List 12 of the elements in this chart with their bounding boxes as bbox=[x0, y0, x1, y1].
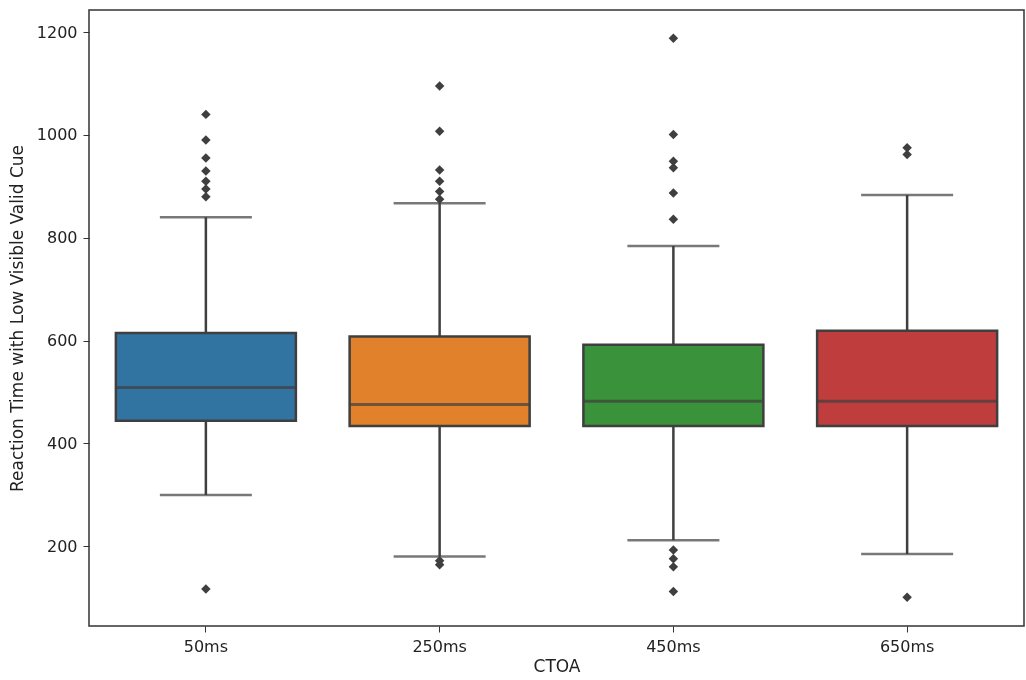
x-tick-label: 250ms bbox=[412, 636, 467, 656]
y-tick-label: 400 bbox=[46, 433, 78, 453]
x-tick-label: 50ms bbox=[183, 636, 229, 656]
x-axis-title: CTOA bbox=[533, 655, 581, 676]
y-tick-label: 200 bbox=[46, 536, 78, 556]
x-tick-label: 650ms bbox=[879, 636, 935, 656]
y-tick-label: 1000 bbox=[36, 125, 78, 145]
y-tick-label: 1200 bbox=[36, 22, 78, 42]
y-tick-label: 600 bbox=[46, 331, 78, 351]
y-tick-label: 800 bbox=[46, 228, 78, 248]
y-axis-title: Reaction Time with Low Visible Valid Cue bbox=[6, 144, 27, 493]
x-tick-label: 450ms bbox=[646, 636, 701, 656]
